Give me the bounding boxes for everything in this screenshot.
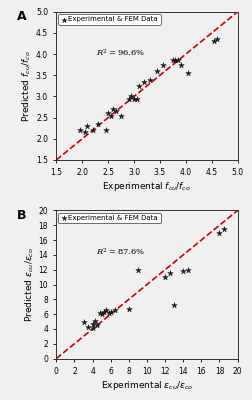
Text: B: B [16,209,26,222]
Legend: Experimental & FEM Data: Experimental & FEM Data [58,14,161,25]
Experimental & FEM Data [109,112,113,119]
Experimental & FEM Data [104,127,108,134]
Experimental & FEM Data [100,311,104,317]
Experimental & FEM Data [132,95,136,102]
Experimental & FEM Data [95,322,99,328]
Experimental & FEM Data [135,95,139,102]
Experimental & FEM Data [171,57,175,64]
Experimental & FEM Data [147,76,151,83]
Experimental & FEM Data [109,309,113,315]
Experimental & FEM Data [83,129,87,136]
Experimental & FEM Data [104,307,108,314]
Experimental & FEM Data [186,266,190,273]
Experimental & FEM Data [217,230,222,236]
Text: $R^2 = 96.6\%$: $R^2 = 96.6\%$ [96,48,145,59]
Experimental & FEM Data [85,123,89,129]
Experimental & FEM Data [163,274,167,280]
Experimental & FEM Data [78,127,82,134]
Experimental & FEM Data [96,121,100,127]
Experimental & FEM Data [102,309,106,315]
Experimental & FEM Data [90,320,94,327]
X-axis label: Experimental $f_{cu}/f_{co}$: Experimental $f_{cu}/f_{co}$ [103,180,192,193]
Experimental & FEM Data [136,266,140,273]
Experimental & FEM Data [142,78,146,85]
Experimental & FEM Data [173,57,177,64]
Experimental & FEM Data [114,108,118,114]
Experimental & FEM Data [168,270,172,276]
Experimental & FEM Data [107,310,111,316]
Y-axis label: Predicted $\varepsilon_{cu}/\varepsilon_{co}$: Predicted $\varepsilon_{cu}/\varepsilon_… [23,247,36,322]
Experimental & FEM Data [127,95,131,102]
Experimental & FEM Data [181,268,185,274]
Experimental & FEM Data [90,325,94,331]
Experimental & FEM Data [212,38,216,45]
Experimental & FEM Data [113,306,117,313]
Experimental & FEM Data [222,226,226,232]
Text: A: A [16,10,26,23]
Text: $R^2 = 87.6\%$: $R^2 = 87.6\%$ [96,246,145,258]
Experimental & FEM Data [106,110,110,116]
Experimental & FEM Data [98,310,102,316]
X-axis label: Experimental $\varepsilon_{cu}/\varepsilon_{co}$: Experimental $\varepsilon_{cu}/\varepsil… [101,379,193,392]
Experimental & FEM Data [119,112,123,119]
Experimental & FEM Data [127,306,131,312]
Experimental & FEM Data [186,70,191,76]
Experimental & FEM Data [137,83,141,89]
Experimental & FEM Data [176,57,180,64]
Experimental & FEM Data [93,318,97,324]
Legend: Experimental & FEM Data: Experimental & FEM Data [58,212,161,223]
Y-axis label: Predicted $f_{cu}/f_{co}$: Predicted $f_{cu}/f_{co}$ [21,50,33,122]
Experimental & FEM Data [179,62,183,68]
Experimental & FEM Data [81,318,85,325]
Experimental & FEM Data [172,302,176,308]
Experimental & FEM Data [86,324,90,331]
Experimental & FEM Data [161,62,165,68]
Experimental & FEM Data [155,68,159,74]
Experimental & FEM Data [215,36,219,42]
Experimental & FEM Data [111,106,115,112]
Experimental & FEM Data [90,127,94,134]
Experimental & FEM Data [130,93,134,100]
